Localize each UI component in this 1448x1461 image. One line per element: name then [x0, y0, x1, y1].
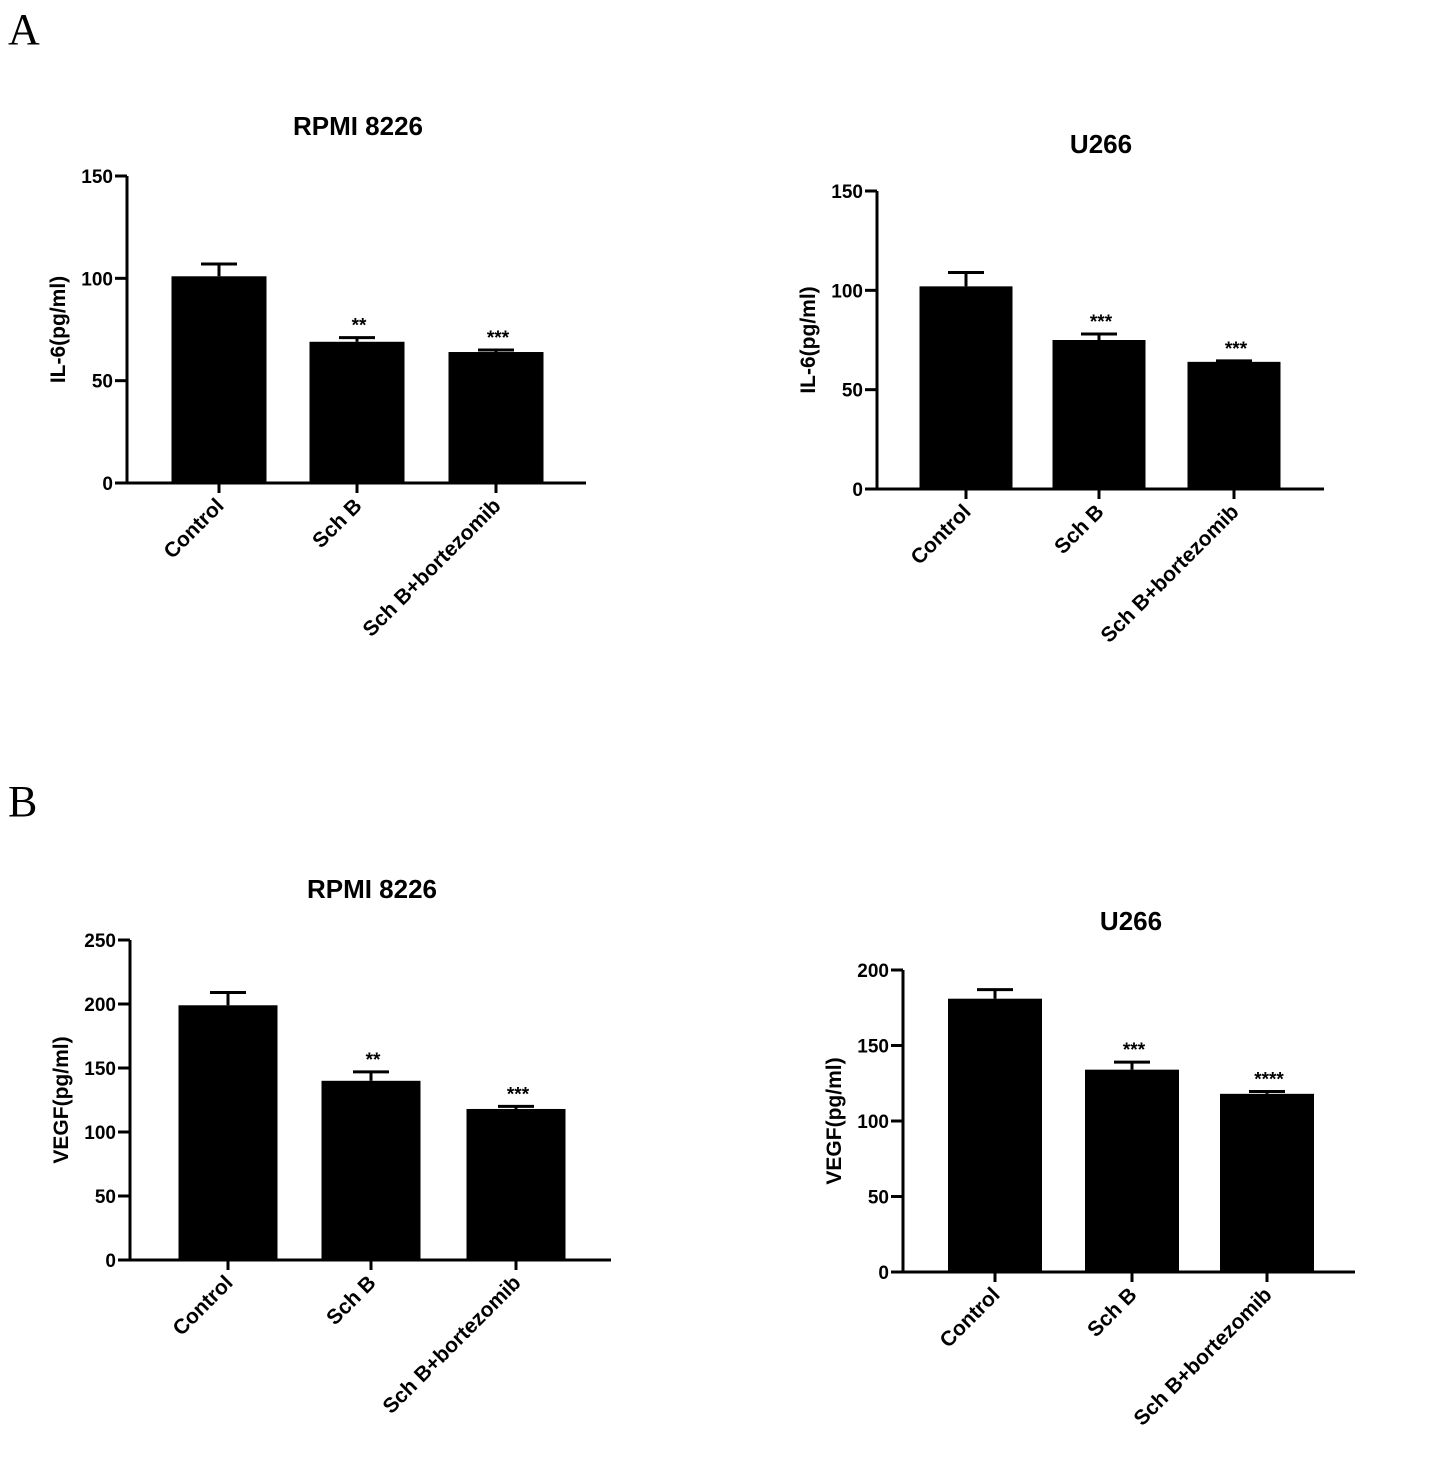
category-label: Control: [168, 1271, 237, 1340]
category-label: Sch B: [322, 1271, 380, 1329]
y-tick-label: 100: [84, 1123, 116, 1144]
y-axis-label: IL-6(pg/ml): [47, 276, 70, 383]
y-axis-label: VEGF(pg/ml): [50, 1036, 73, 1163]
bar-sch-b: [1052, 340, 1146, 489]
chart-vegf-u266: U266 VEGF(pg/ml) Control *** Sch B **** Sch B+…: [823, 906, 1355, 1430]
significance-label: ****: [1254, 1070, 1284, 1091]
category-label: Sch B+bortezomib: [378, 1271, 525, 1418]
y-tick-label: 0: [105, 1251, 116, 1272]
y-axis-label: VEGF(pg/ml): [823, 1057, 846, 1184]
significance-label: ***: [1123, 1040, 1146, 1061]
y-tick-label: 0: [102, 474, 113, 495]
y-tick-label: 150: [81, 167, 113, 188]
y-tick-label: 0: [852, 480, 863, 501]
chart-title: U266: [1070, 129, 1132, 159]
y-tick-label: 200: [84, 995, 116, 1016]
bar-sch-b: [309, 341, 405, 483]
category-label: Control: [159, 494, 228, 563]
y-tick-label: 0: [878, 1263, 889, 1284]
category-label: Sch B+bortezomib: [1129, 1283, 1276, 1430]
significance-label: ***: [1090, 312, 1113, 333]
significance-label: **: [366, 1050, 381, 1071]
category-label: Control: [935, 1283, 1004, 1352]
y-tick-label: 100: [831, 281, 863, 302]
bar-sch-b-bortezomib: [1187, 361, 1281, 489]
bar-control: [948, 998, 1042, 1272]
y-tick-label: 150: [857, 1037, 889, 1058]
chart-vegf-rpmi8226: RPMI 8226 VEGF(pg/ml) Control ** Sch B *** Sch…: [50, 874, 611, 1418]
significance-label: ***: [1225, 339, 1248, 360]
y-tick-label: 100: [857, 1112, 889, 1133]
y-tick-label: 100: [81, 269, 113, 290]
significance-label: ***: [507, 1084, 530, 1105]
category-label: Sch B+bortezomib: [1096, 500, 1243, 647]
y-tick-label: 150: [84, 1059, 116, 1080]
bar-sch-b: [1085, 1069, 1179, 1272]
bar-control: [178, 1005, 278, 1260]
y-tick-label: 50: [868, 1188, 889, 1209]
y-tick-label: 200: [857, 961, 889, 982]
bar-sch-b-bortezomib: [448, 352, 544, 483]
y-axis-label: IL-6(pg/ml): [797, 286, 820, 393]
y-tick-label: 50: [842, 381, 863, 402]
bar-sch-b-bortezomib: [1220, 1093, 1314, 1272]
chart-title: U266: [1100, 906, 1162, 936]
category-label: Sch B+bortezomib: [358, 494, 505, 641]
bar-sch-b-bortezomib: [466, 1108, 566, 1260]
chart-il6-u266: U266 IL-6(pg/ml) Control *** Sch B *** Sch B+b…: [797, 129, 1324, 647]
category-label: Sch B: [1083, 1283, 1141, 1341]
significance-label: ***: [487, 328, 510, 349]
category-label: Sch B: [308, 494, 366, 552]
y-tick-label: 250: [84, 931, 116, 952]
chart-il6-rpmi8226: RPMI 8226 IL-6(pg/ml) Control ** Sch B *** Sch…: [47, 111, 586, 641]
y-tick-label: 50: [92, 372, 113, 393]
significance-label: **: [352, 316, 367, 337]
bar-control: [171, 276, 267, 483]
category-label: Control: [906, 500, 975, 569]
chart-title: RPMI 8226: [307, 874, 437, 904]
chart-title: RPMI 8226: [293, 111, 423, 141]
y-tick-label: 50: [95, 1187, 116, 1208]
category-label: Sch B: [1050, 500, 1108, 558]
y-tick-label: 150: [831, 182, 863, 203]
panel-label-b: B: [8, 777, 38, 826]
bar-control: [919, 286, 1013, 489]
bar-sch-b: [321, 1080, 421, 1260]
panel-label-a: A: [8, 5, 40, 54]
